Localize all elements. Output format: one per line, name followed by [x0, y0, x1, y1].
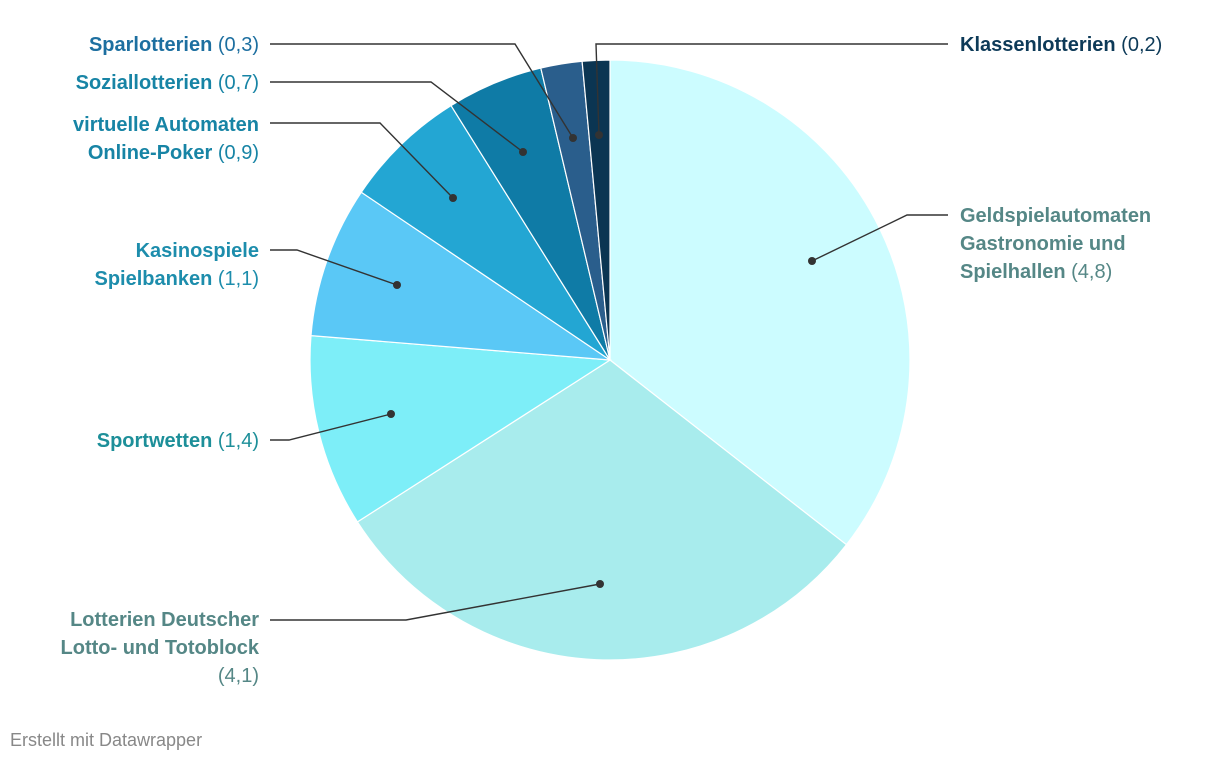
slice-label: Soziallotterien (0,7): [76, 72, 259, 94]
slice-label-value: (0,3): [212, 34, 259, 56]
slice-label: Sparlotterien (0,3): [89, 34, 259, 56]
leader-dot: [393, 281, 401, 289]
slice-label-value: (4,1): [218, 665, 259, 687]
leader-line: [270, 81, 524, 153]
pie-slice: [356, 359, 848, 661]
slice-label-name: Soziallotterien: [76, 72, 213, 94]
leader-line: [811, 214, 948, 262]
slice-label: Klassenlotterien (0,2): [960, 34, 1162, 56]
slice-label: Kasinospiele Spielbanken (1,1): [95, 240, 260, 290]
leader-line: [595, 43, 948, 136]
slice-label-name: Sportwetten: [97, 430, 213, 452]
slice-label-value: (0,7): [212, 72, 259, 94]
leader-dot: [595, 131, 603, 139]
slice-label-value: (1,4): [212, 430, 259, 452]
slice-label: Geldspielautomaten Gastronomie und Spielha…: [960, 205, 1151, 283]
leader-line: [270, 583, 601, 621]
leader-dot: [519, 148, 527, 156]
leader-line: [270, 43, 574, 139]
leader-line: [270, 249, 398, 286]
slice-label-name: virtuelle Automaten: [73, 114, 259, 136]
leader-dot: [387, 410, 395, 418]
leader-line: [270, 122, 454, 199]
slice-label-name: Sparlotterien: [89, 34, 212, 56]
slice-label-name: Gastronomie und: [960, 233, 1126, 255]
slice-label-name: Klassenlotterien: [960, 34, 1116, 56]
leader-dot: [596, 580, 604, 588]
footer-credit: Erstellt mit Datawrapper: [10, 730, 203, 750]
slice-label: Sportwetten (1,4): [97, 430, 259, 452]
leader-dot: [569, 134, 577, 142]
slice-label-value: (1,1): [212, 268, 259, 290]
slice-label-value: (0,9): [212, 142, 259, 164]
leader-dot: [808, 257, 816, 265]
slice-label-name: Lotto- und Totoblock: [61, 637, 260, 659]
slice-label-name: Spielbanken: [95, 268, 213, 290]
slice-label-name: Spielhallen: [960, 261, 1066, 283]
leader-dot: [449, 194, 457, 202]
leader-line: [270, 413, 392, 441]
slice-label-name: Lotterien Deutscher: [70, 609, 259, 631]
slice-label-name: Geldspielautomaten: [960, 205, 1151, 227]
slice-label: virtuelle Automaten Online-Poker (0,9): [73, 114, 259, 164]
slice-label-value: (4,8): [1066, 261, 1113, 283]
slice-label-name: Kasinospiele: [136, 240, 259, 262]
slice-label: Lotterien Deutscher Lotto- und Totoblock (…: [61, 609, 260, 687]
slice-label-name: Online-Poker: [88, 142, 213, 164]
slice-label-value: (0,2): [1116, 34, 1163, 56]
